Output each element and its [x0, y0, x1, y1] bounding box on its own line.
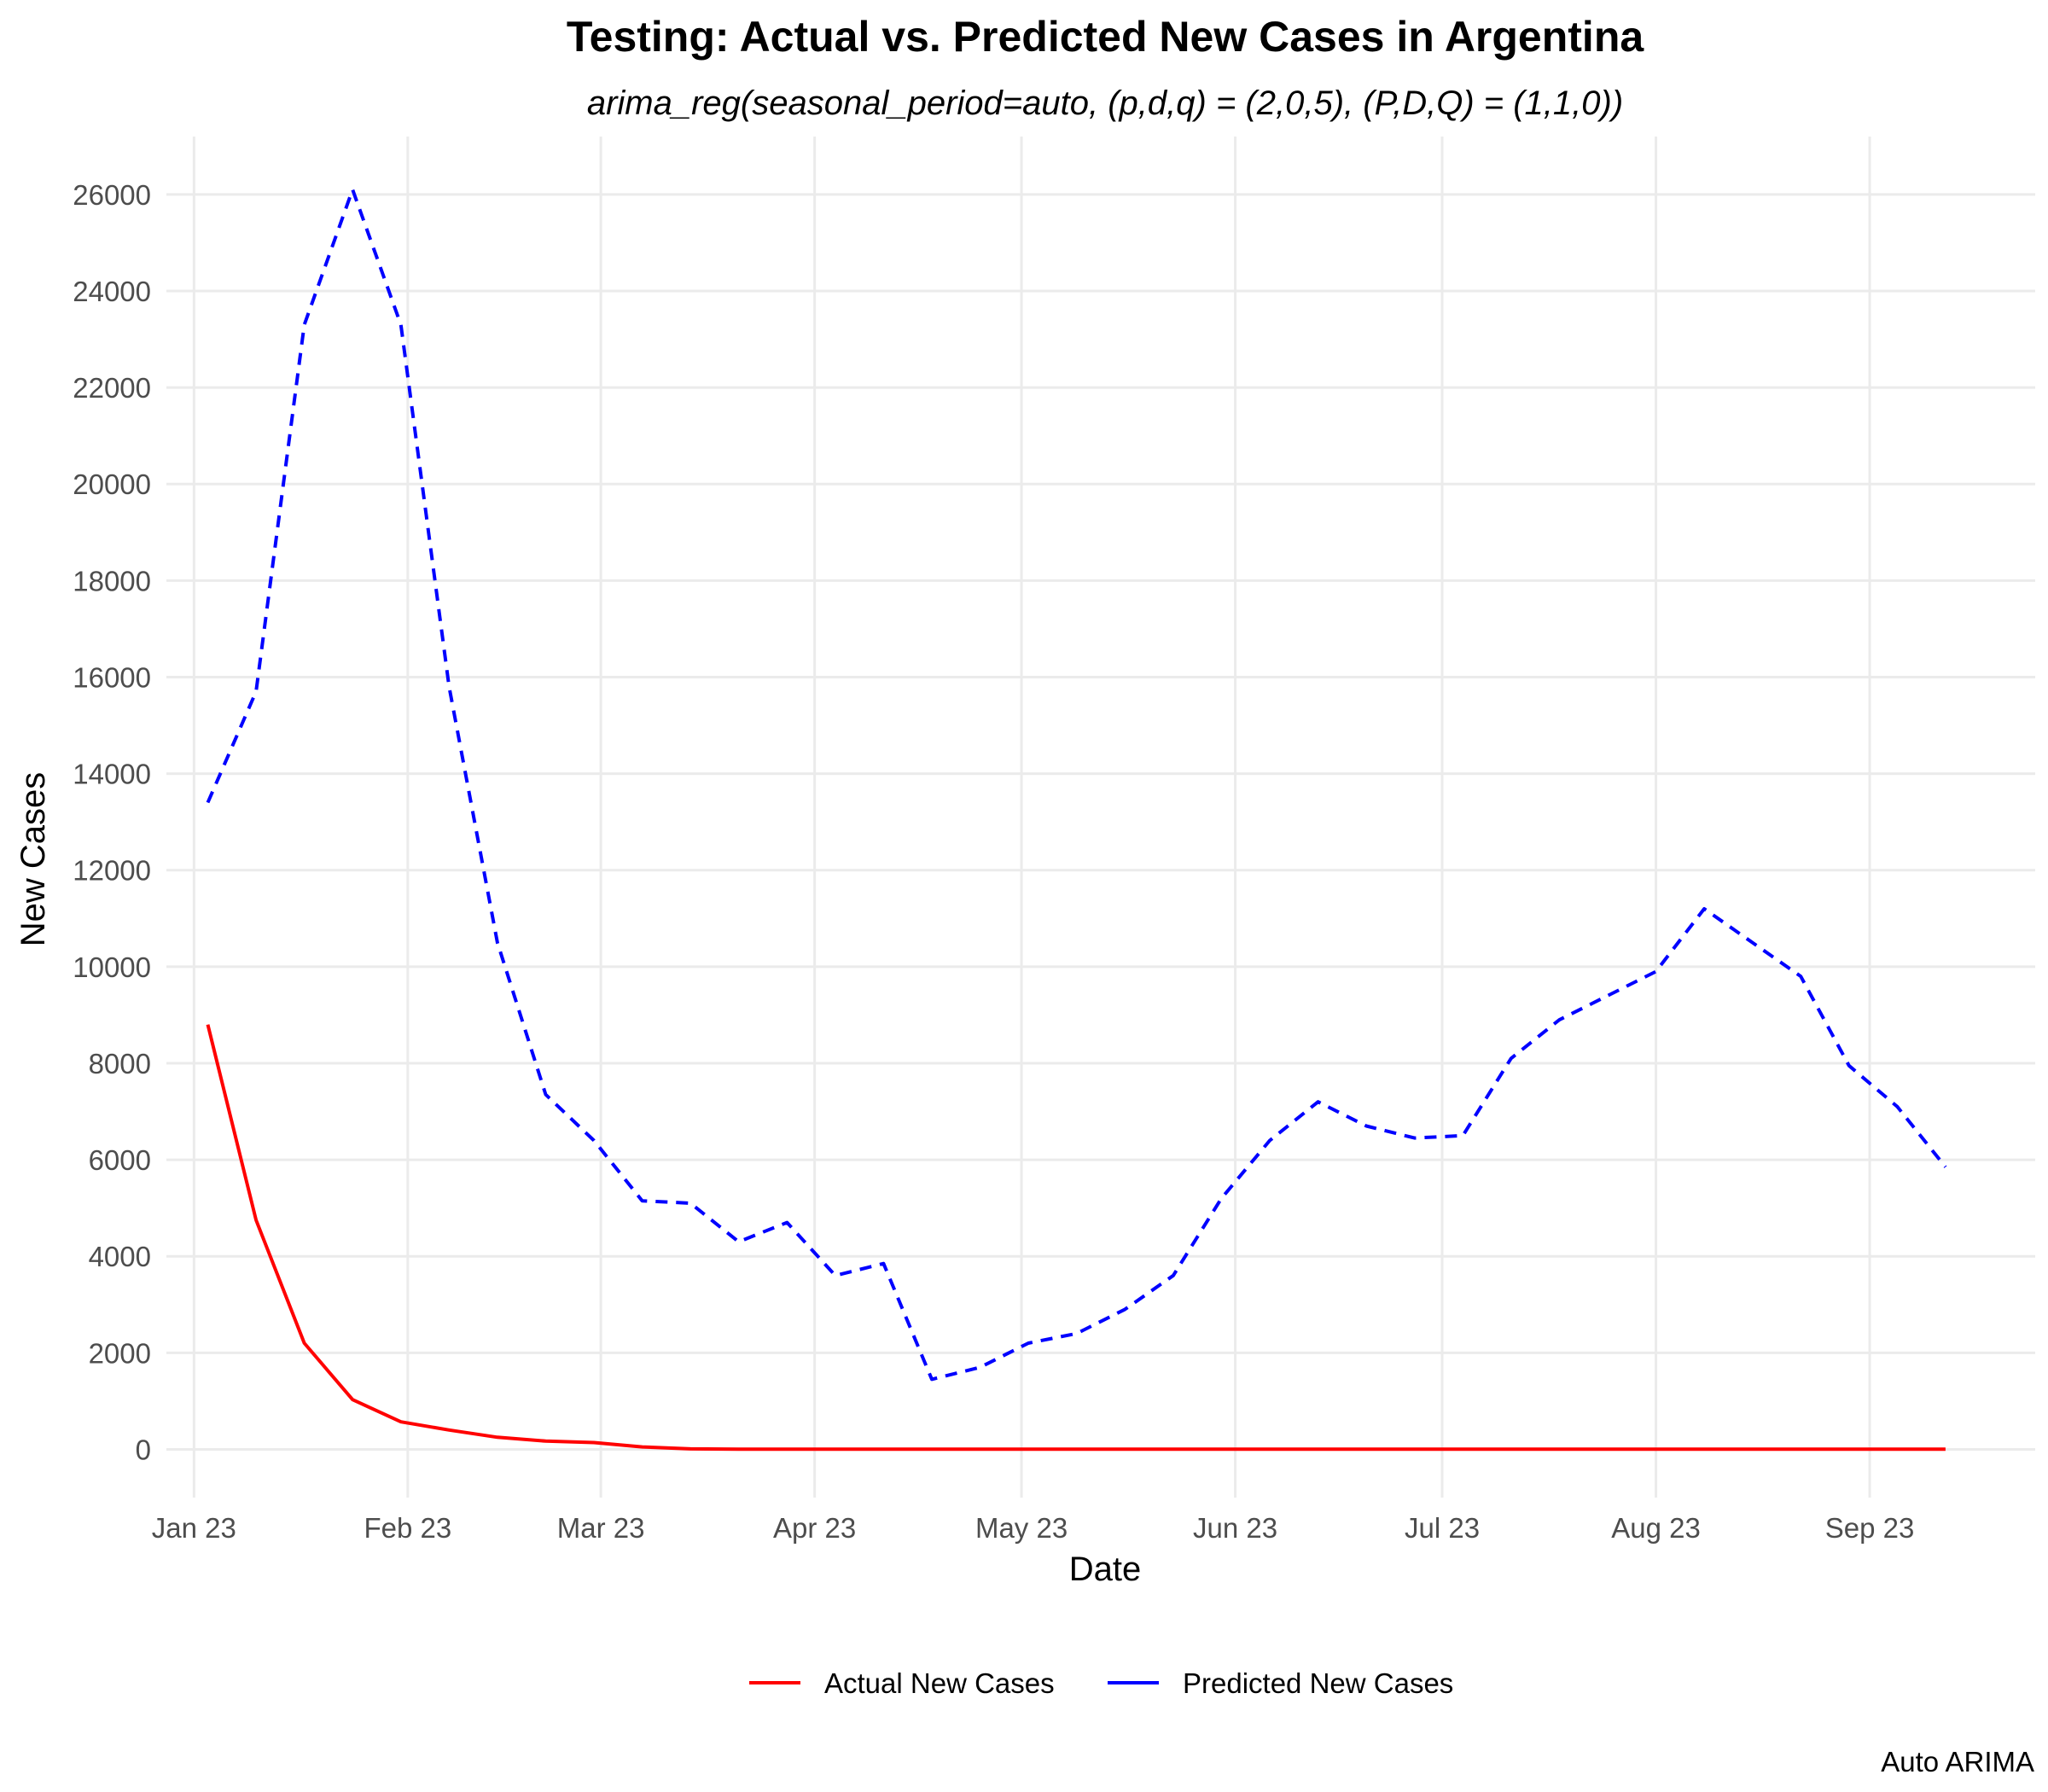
- x-axis-title: Date: [1069, 1551, 1142, 1588]
- y-tick-label: 20000: [73, 468, 151, 500]
- x-axis-ticks: Jan 23 Feb 23 Mar 23 Apr 23 May 23 Jun 23 Jul …: [152, 1512, 1915, 1544]
- series-line-predicted: [206, 188, 1947, 1382]
- y-tick-label: 6000: [89, 1144, 151, 1176]
- x-tick-label: May 23: [975, 1512, 1068, 1544]
- y-tick-label: 18000: [73, 565, 151, 596]
- y-tick-label: 10000: [73, 951, 151, 983]
- series-line-actual: [206, 1024, 1946, 1452]
- y-tick-label: 14000: [73, 759, 151, 790]
- y-tick-label: 22000: [73, 372, 151, 404]
- caption: Auto ARIMA: [1881, 1746, 2034, 1777]
- y-axis-ticks: 0 2000 4000 6000 8000 10000 12000 14000 16000 180…: [73, 179, 151, 1466]
- x-tick-label: Jun 23: [1193, 1512, 1277, 1544]
- y-tick-label: 0: [136, 1434, 151, 1465]
- y-axis-title: New Cases: [15, 772, 52, 947]
- x-tick-label: Sep 23: [1825, 1512, 1915, 1544]
- y-tick-label: 2000: [89, 1337, 151, 1369]
- x-tick-label: Aug 23: [1611, 1512, 1701, 1544]
- chart-title: Testing: Actual vs. Predicted New Cases …: [567, 13, 1645, 61]
- x-tick-label: Apr 23: [773, 1512, 856, 1544]
- y-tick-label: 26000: [73, 179, 151, 211]
- x-tick-label: Jan 23: [152, 1512, 236, 1544]
- x-tick-label: Mar 23: [557, 1512, 645, 1544]
- chart-subtitle: arima_reg(seasonal_period=auto, (p,d,q) …: [587, 84, 1623, 122]
- y-tick-label: 4000: [89, 1241, 151, 1272]
- legend-label-predicted: Predicted New Cases: [1183, 1667, 1453, 1699]
- grid: [166, 137, 2035, 1498]
- series: [206, 188, 1947, 1452]
- x-tick-label: Feb 23: [364, 1512, 451, 1544]
- x-tick-label: Jul 23: [1405, 1512, 1480, 1544]
- legend-label-actual: Actual New Cases: [824, 1667, 1055, 1699]
- y-tick-label: 16000: [73, 661, 151, 693]
- legend: Actual New Cases Predicted New Cases: [749, 1667, 1453, 1699]
- y-tick-label: 12000: [73, 855, 151, 887]
- y-tick-label: 8000: [89, 1048, 151, 1079]
- y-tick-label: 24000: [73, 276, 151, 307]
